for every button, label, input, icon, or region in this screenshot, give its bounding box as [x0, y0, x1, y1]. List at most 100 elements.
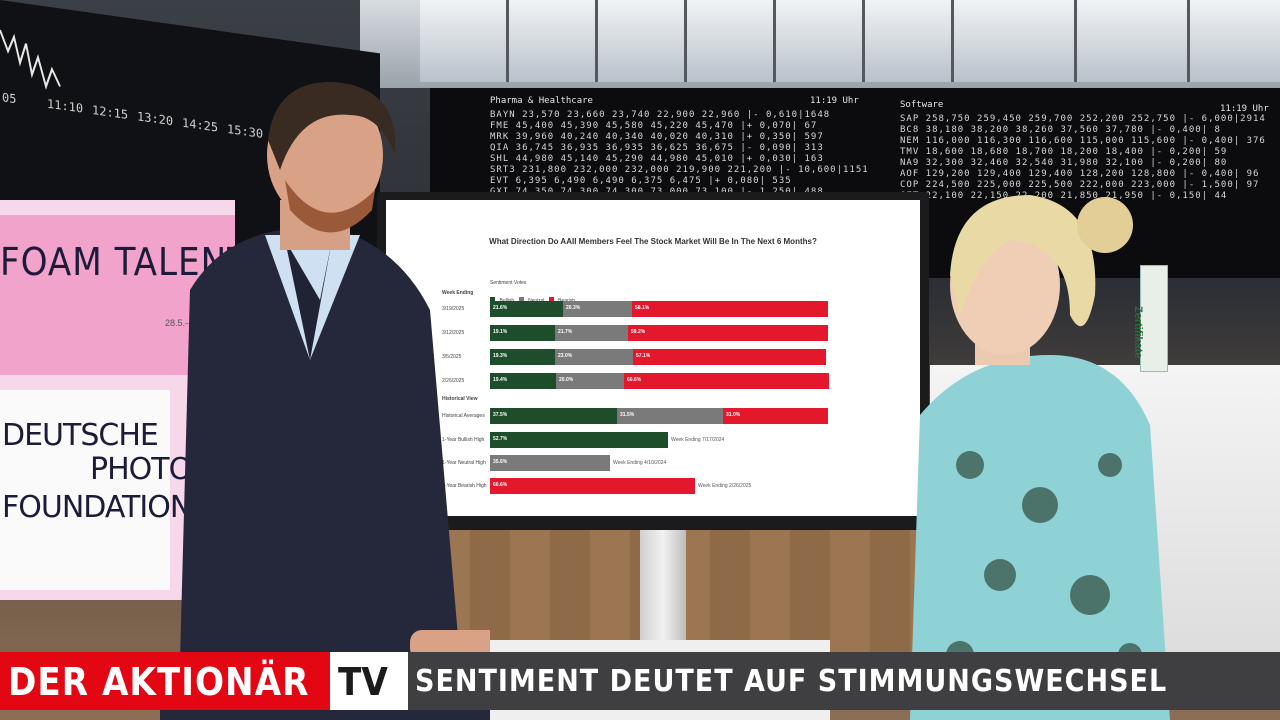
bar-neutral: 21.7%: [555, 325, 628, 341]
ticker-row: TMV 18,600 18,680 18,700 18,200 18,400 |…: [900, 147, 1228, 157]
intraday-line: [0, 29, 61, 90]
exhibition-date: 28.5.–17: [165, 318, 201, 328]
bar-value-label: 57.1%: [636, 353, 651, 359]
ticker-row: NA9 32,300 32,460 32,540 31,980 32,100 |…: [900, 158, 1228, 168]
gallery-window: [954, 0, 1077, 82]
gallery-window: [687, 0, 776, 82]
brand-logo: DER AKTIONÄR: [8, 660, 310, 704]
historical-view-header: Historical View: [442, 396, 478, 402]
bar-neutral-high: 35.6%: [490, 455, 610, 471]
ticker-row: NEM 116,000 116,300 116,600 115,000 115,…: [900, 136, 1266, 146]
high-note: Week Ending 2/26/2025: [698, 483, 752, 489]
female-presenter: [910, 195, 1170, 720]
ticker-row: QIA 36,745 36,935 36,935 36,625 36,675 |…: [490, 143, 824, 153]
monitor-stand: [640, 530, 686, 640]
bar-value-label: 23.0%: [558, 353, 573, 359]
bar-bullish: 21.6%: [490, 301, 563, 317]
bar-bearish: 58.1%: [632, 301, 828, 317]
headline-text: SENTIMENT DEUTET AUF STIMMUNGSWECHSEL: [415, 664, 1168, 699]
ticker-row: EVT 6,395 6,490 6,490 6,375 6,475 |+ 0,0…: [490, 176, 792, 186]
gallery-window: [1077, 0, 1190, 82]
bar-value-label: 37.5%: [493, 412, 508, 418]
foundation-line-1: DEUTSCHE: [2, 418, 159, 453]
bar-value-label: 19.1%: [493, 329, 508, 335]
bar-bearish: 31.0%: [723, 408, 828, 424]
bar-value-label: 20.0%: [559, 377, 574, 383]
row-label: 3/19/2025: [442, 306, 465, 312]
tv-badge: [330, 652, 408, 710]
gallery-window: [598, 0, 687, 82]
high-note: Week Ending 7/17/2024: [671, 437, 725, 443]
row-label: 3/5/2025: [442, 354, 462, 360]
legend-swatch-bullish: [490, 297, 495, 302]
bar-value-label: 31.5%: [620, 412, 635, 418]
bar-value-label: 58.1%: [635, 305, 650, 311]
sentiment-header: Sentiment Votes: [490, 280, 527, 286]
ticker-row: MRK 39,960 40,240 40,340 40,020 40,310 |…: [490, 132, 824, 142]
row-label: 1-Year Bullish High: [442, 437, 485, 443]
row-label: 2/26/2025: [442, 378, 465, 384]
foundation-line-3: FOUNDATION: [2, 490, 192, 525]
bar-bearish: 59.2%: [628, 325, 828, 341]
bar-bullish: 37.5%: [490, 408, 617, 424]
bar-value-label: 31.0%: [726, 412, 741, 418]
ticker-header-right: Software: [900, 100, 944, 110]
side-sign: Zertifikate: [1132, 265, 1168, 372]
gallery-window: [420, 0, 509, 82]
gallery-window: [1190, 0, 1280, 82]
male-presenter: [160, 81, 490, 720]
bar-bearish: 60.6%: [624, 373, 829, 389]
legend-swatch-bearish: [548, 297, 554, 302]
gallery-window: [776, 0, 865, 82]
ticker-row: BC8 38,180 38,200 38,260 37,560 37,780 |…: [900, 125, 1221, 135]
bar-value-label: 60.6%: [627, 377, 642, 383]
bar-bullish: 19.1%: [490, 325, 555, 341]
week-ending-header: Week Ending: [442, 290, 474, 296]
ticker-row: GFT 22,100 22,150 22,200 21,850 21,950 |…: [900, 191, 1228, 201]
parquet-floor: [430, 520, 980, 660]
bar-value-label: 35.6%: [493, 459, 508, 465]
bar-neutral: 23.0%: [555, 349, 633, 365]
ticker-row: SAP 258,750 259,450 259,700 252,200 252,…: [900, 114, 1266, 124]
row-label: 1-Year Bearish High: [442, 483, 487, 489]
bar-value-label: 60.6%: [493, 482, 508, 488]
row-label: 1-Year Neutral High: [442, 460, 486, 466]
bar-neutral: 20.3%: [563, 301, 632, 317]
row-label: Historical Averages: [442, 413, 485, 419]
gallery-window: [865, 0, 954, 82]
bar-value-label: 59.2%: [631, 329, 646, 335]
legend-swatch-neutral: [518, 297, 524, 302]
ticker-time-left: 11:19 Uhr: [810, 96, 859, 106]
slide-screen: What Direction Do AAII Members Feel The …: [386, 200, 920, 516]
chartwall-time-label: 05: [2, 90, 17, 107]
foundation-panel: [0, 390, 170, 590]
ticker-row: FME 45,400 45,390 45,580 45,220 45,470 |…: [490, 121, 818, 131]
bar-bullish-high: 52.7%: [490, 432, 668, 448]
headline-bar: [408, 652, 1280, 710]
ticker-row: COP 224,500 225,000 225,500 222,000 223,…: [900, 180, 1260, 190]
bar-value-label: 19.4%: [493, 377, 508, 383]
bar-neutral: 20.0%: [556, 373, 624, 389]
ticker-row: SRT3 231,800 232,000 232,000 219,900 221…: [490, 165, 869, 175]
brand-bar: [0, 652, 330, 710]
bar-value-label: 20.3%: [566, 305, 581, 311]
bar-neutral: 31.5%: [617, 408, 723, 424]
bar-bullish: 19.4%: [490, 373, 556, 389]
tv-label: TV: [338, 660, 388, 704]
bar-bearish-high: 60.6%: [490, 478, 695, 494]
ticker-time-right: 11:19 Uhr: [1220, 104, 1269, 114]
bar-value-label: 21.6%: [493, 305, 508, 311]
bar-value-label: 21.7%: [558, 329, 573, 335]
bar-value-label: 52.7%: [493, 436, 508, 442]
row-label: 3/12/2025: [442, 330, 465, 336]
high-note: Week Ending 4/10/2024: [613, 460, 667, 466]
gallery-window: [509, 0, 598, 82]
bar-bearish: 57.1%: [633, 349, 826, 365]
ticker-row: SHL 44,980 45,140 45,290 44,980 45,010 |…: [490, 154, 824, 164]
foundation-line-2: PHOTO: [90, 452, 192, 487]
bar-bullish: 19.3%: [490, 349, 555, 365]
ticker-header-left: Pharma & Healthcare: [490, 96, 593, 106]
ticker-row: AOF 129,200 129,400 129,400 128,200 128,…: [900, 169, 1260, 179]
ticker-row: BAYN 23,570 23,660 23,740 22,900 22,960 …: [490, 110, 831, 120]
